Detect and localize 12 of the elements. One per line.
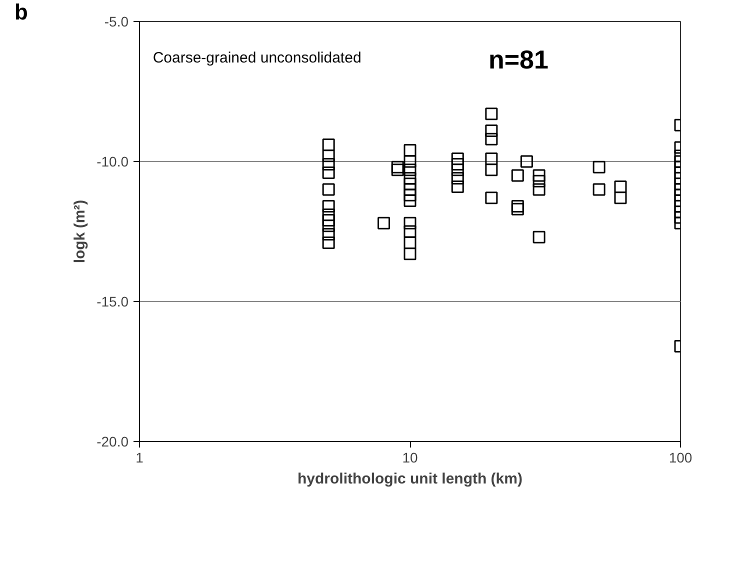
x-tick-label: 100 <box>668 450 692 466</box>
x-axis-title: hydrolithologic unit length (km) <box>298 470 522 488</box>
y-tick-label: -15.0 <box>96 294 129 310</box>
text: b <box>14 0 28 24</box>
y-tick-label: -5.0 <box>104 14 129 30</box>
x-tick-label: 1 <box>136 450 144 466</box>
y-axis-title: logk (m²) <box>72 200 89 264</box>
annotation: Coarse-grained unconsolidated <box>152 49 362 66</box>
x-tick-label: 10 <box>402 450 418 466</box>
y-tick-label: -20.0 <box>96 434 129 450</box>
y-tick-label: -10.0 <box>96 154 129 170</box>
annotation: n=81 <box>488 44 548 75</box>
